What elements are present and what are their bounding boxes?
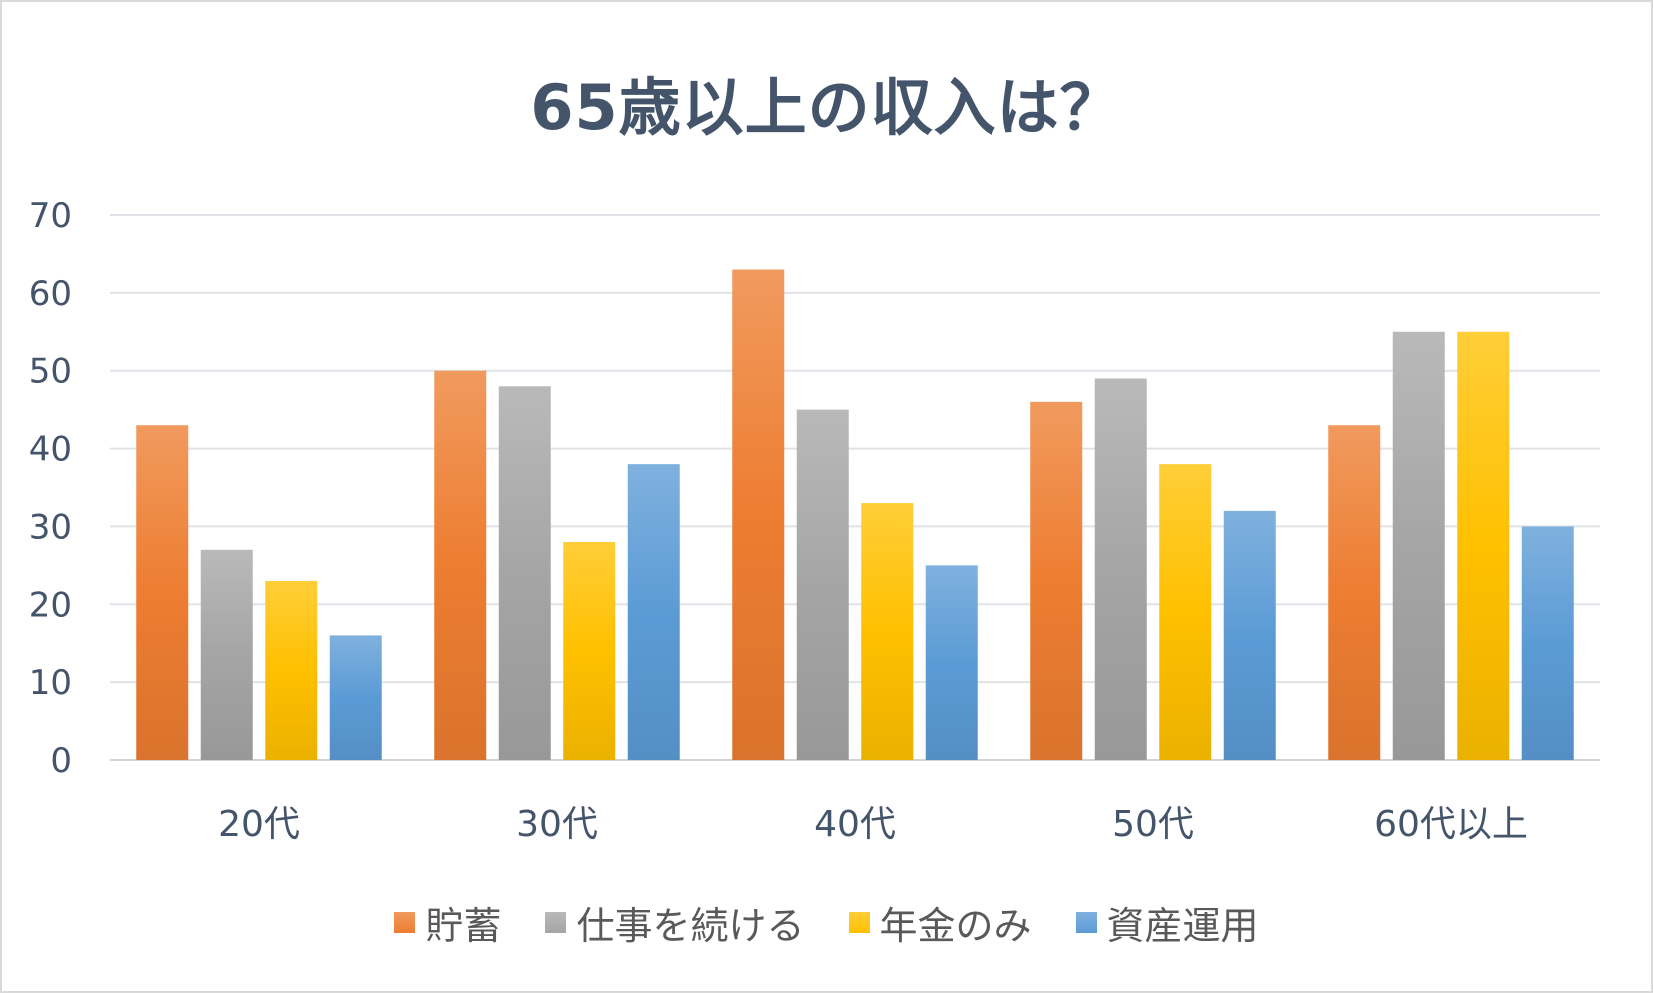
- chart-legend: 貯蓄 仕事を続ける 年金のみ 資産運用: [0, 895, 1653, 950]
- legend-label: 資産運用: [1106, 904, 1259, 948]
- bar: [434, 370, 487, 760]
- bar: [1328, 425, 1381, 760]
- bar: [627, 464, 680, 760]
- bar: [1521, 526, 1574, 760]
- bar: [1030, 401, 1083, 760]
- x-tick-label: 50代: [1112, 804, 1194, 845]
- y-tick-label: 30: [29, 507, 72, 547]
- legend-swatch: [394, 912, 416, 933]
- x-tick-label: 30代: [516, 804, 598, 845]
- legend-swatch: [1075, 912, 1097, 933]
- legend-label: 仕事を続ける: [576, 904, 805, 948]
- x-tick-label: 20代: [218, 804, 300, 845]
- legend-item: 仕事を続ける: [545, 895, 805, 950]
- legend-label: 貯蓄: [425, 904, 502, 948]
- bar: [1392, 331, 1445, 760]
- bar: [1094, 378, 1147, 760]
- legend-item: 資産運用: [1075, 895, 1259, 950]
- y-tick-label: 50: [29, 352, 72, 392]
- y-tick-label: 40: [29, 430, 72, 470]
- bar: [136, 425, 189, 760]
- legend-label: 年金のみ: [879, 904, 1032, 948]
- bar: [861, 503, 914, 760]
- legend-item: 貯蓄: [394, 895, 501, 950]
- bar: [1457, 331, 1510, 760]
- chart-title: 65歳以上の収入は？: [530, 71, 1123, 144]
- legend-swatch: [545, 912, 567, 933]
- y-tick-label: 0: [50, 741, 72, 781]
- x-tick-label: 40代: [814, 804, 896, 845]
- bar: [329, 635, 382, 760]
- y-tick-label: 60: [29, 274, 72, 314]
- bar: [563, 542, 616, 760]
- bar: [1223, 510, 1276, 760]
- y-tick-label: 10: [29, 663, 72, 703]
- bar: [498, 386, 551, 760]
- legend-item: 年金のみ: [848, 895, 1032, 950]
- bar: [732, 269, 785, 760]
- bar: [796, 409, 849, 760]
- bar: [925, 565, 978, 760]
- y-tick-label: 20: [29, 585, 72, 625]
- y-tick-label: 70: [29, 196, 72, 236]
- bar: [265, 580, 318, 760]
- x-tick-label: 60代以上: [1374, 804, 1528, 845]
- bar: [200, 549, 253, 760]
- bar: [1159, 464, 1212, 760]
- legend-swatch: [848, 912, 870, 933]
